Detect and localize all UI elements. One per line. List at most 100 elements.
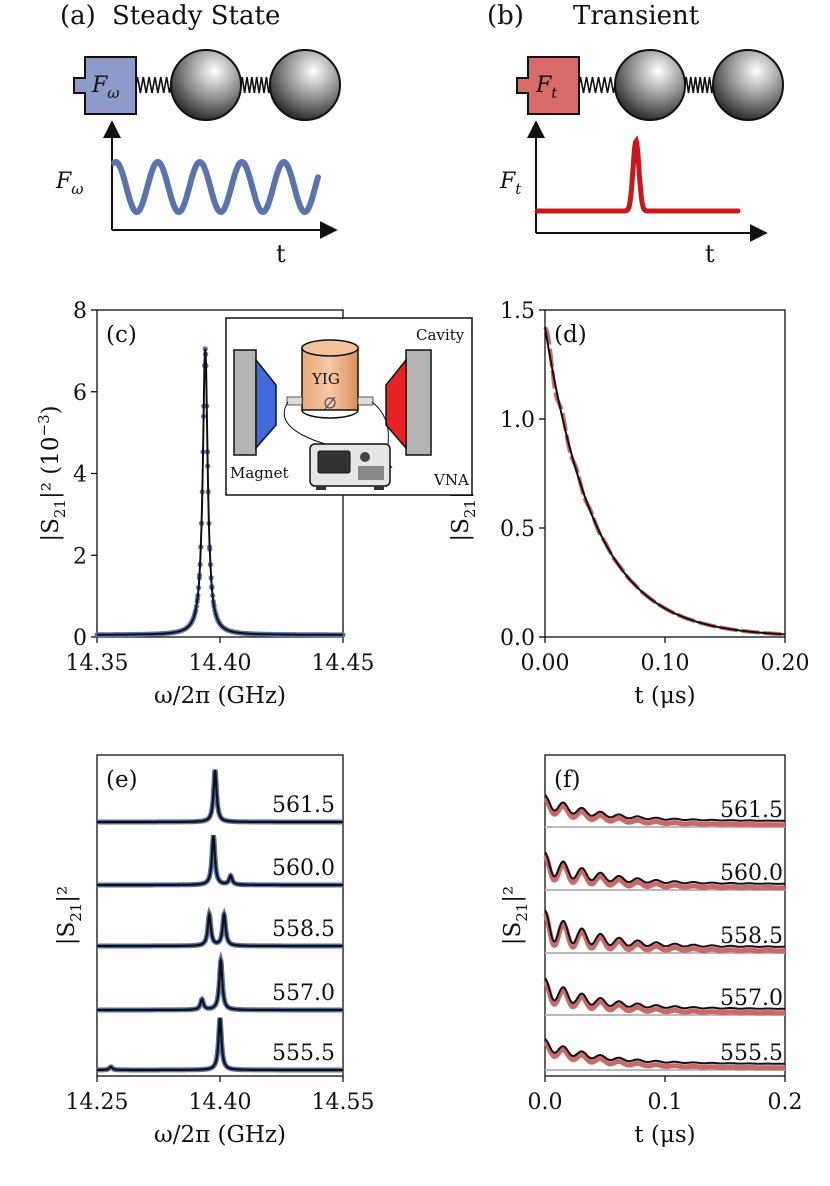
trace-label: 555.5 xyxy=(272,1041,335,1066)
y-axis-label: |S21|² xyxy=(54,886,85,946)
inset-cavity-label: Cavity xyxy=(416,326,465,344)
magnet-right xyxy=(405,349,432,456)
fit-line xyxy=(544,1038,785,1065)
axis-b-time-label: t xyxy=(705,240,715,268)
trace-group: 561.5 xyxy=(97,769,343,825)
fit-line xyxy=(544,794,785,822)
chart-c: 14.35 14.40 14.45 0 2 4 6 8 ω/2π (GHz) |S21|² (10… xyxy=(35,299,374,709)
x-tick-label: 0.00 xyxy=(521,651,570,676)
chart-e: 14.25 14.40 14.55 ω/2π (GHz) |S21|² (e) 561.5 5… xyxy=(54,754,375,1148)
sine-wave xyxy=(111,158,321,216)
driver-a-force: Fω xyxy=(91,73,120,102)
mass-b2 xyxy=(712,49,784,121)
y-tick-label: 6 xyxy=(73,381,87,406)
y-tick-label: 2 xyxy=(73,544,87,569)
data-trace xyxy=(543,911,785,954)
y-axis-label: |S21|² (10−3) xyxy=(35,405,69,541)
y-tick-label: 1.5 xyxy=(500,299,535,324)
axis-b-force-label: Ft xyxy=(499,169,522,198)
data-trace xyxy=(543,853,786,891)
plot-frame xyxy=(544,309,786,638)
y-tick-label: 4 xyxy=(73,463,87,488)
chart-d: 0.000.100.200.00.51.01.5t (μs)|S21|² (10… xyxy=(445,299,809,709)
x-axis-label: t (μs) xyxy=(634,683,695,709)
x-tick-label: 0.10 xyxy=(641,651,690,676)
y-tick-label: 0 xyxy=(73,626,87,651)
trace-group: 557.0 xyxy=(543,977,785,1016)
data-trace xyxy=(543,326,786,637)
vna-screen xyxy=(317,450,351,474)
vna-knob xyxy=(360,452,370,462)
fit-line xyxy=(544,909,785,948)
trace-group: 558.5 xyxy=(97,906,343,949)
mass-a2 xyxy=(269,49,341,121)
fit-line xyxy=(97,956,343,1012)
panel-a: (a) Steady State Fω Fω t xyxy=(55,1,341,268)
axis-a-force-label: Fω xyxy=(55,169,84,198)
panel-a-label: (a) xyxy=(60,1,96,31)
data-trace xyxy=(543,1040,785,1071)
trace-label: 558.5 xyxy=(272,917,335,942)
antenna-right xyxy=(357,396,374,406)
fit-line xyxy=(97,910,343,948)
cavity-body xyxy=(301,347,359,411)
x-tick-label: 0.1 xyxy=(648,1090,683,1115)
x-tick-label: 14.55 xyxy=(312,1090,375,1115)
antenna-left xyxy=(286,396,303,406)
x-tick-label: 0.2 xyxy=(768,1090,803,1115)
y-tick-label: 8 xyxy=(73,299,87,324)
yig-slash xyxy=(324,396,336,410)
spring-a2 xyxy=(240,76,271,94)
x-tick-label: 0.0 xyxy=(528,1090,563,1115)
trace-label: 558.5 xyxy=(720,924,783,949)
pole-left xyxy=(255,357,277,451)
x-tick-label: 14.40 xyxy=(189,1090,252,1115)
trace-label: 557.0 xyxy=(720,986,783,1011)
fit-line xyxy=(97,769,343,824)
panel-label: (f) xyxy=(554,767,580,793)
panel-label: (e) xyxy=(106,767,138,793)
driver-block-b xyxy=(516,56,580,115)
driver-b-force: Ft xyxy=(535,73,558,102)
pulse-curve xyxy=(534,135,741,214)
panel-b-label: (b) xyxy=(487,1,524,31)
panel-b: (b) Transient Ft Ft t xyxy=(487,1,784,268)
panel-b-title: Transient xyxy=(573,1,700,31)
x-tick-label: 14.35 xyxy=(66,651,129,676)
x-tick-label: 14.45 xyxy=(312,651,375,676)
trace-group: 561.5 xyxy=(543,794,785,828)
magnet-left xyxy=(233,349,257,456)
y-tick-label: 0.0 xyxy=(500,626,535,651)
x-axis-label: t (μs) xyxy=(634,1122,695,1148)
y-tick-label: 1.0 xyxy=(500,408,535,433)
trace-label: 560.0 xyxy=(720,861,783,886)
driver-block-a xyxy=(73,56,137,115)
inset-yig-label: YIG xyxy=(311,370,340,388)
vna-foot-right xyxy=(374,486,384,490)
data-trace xyxy=(543,979,785,1016)
x-tick-label: 14.40 xyxy=(189,651,252,676)
mass-a1 xyxy=(170,49,242,121)
spring-a1 xyxy=(135,76,172,94)
fit-line xyxy=(544,851,785,885)
trace-label: 557.0 xyxy=(272,981,335,1006)
trace-label: 561.5 xyxy=(720,798,783,823)
axis-a-time-label: t xyxy=(276,240,286,268)
spring-b1 xyxy=(578,76,616,94)
trace-label: 561.5 xyxy=(272,793,335,818)
fit-line xyxy=(544,327,786,636)
trace-group: 560.0 xyxy=(97,834,343,888)
vna-foot-left xyxy=(316,486,326,490)
trace-group: 558.5 xyxy=(543,909,785,954)
panel-label: (d) xyxy=(554,322,587,348)
fit-line xyxy=(97,835,343,887)
data-trace xyxy=(543,796,785,828)
pole-right xyxy=(385,357,407,451)
x-axis-label: ω/2π (GHz) xyxy=(154,683,286,709)
trace-group: 560.0 xyxy=(543,851,786,891)
panel-label: (c) xyxy=(106,322,137,348)
yig-sphere xyxy=(324,397,336,409)
y-axis-label: |S21|² xyxy=(500,886,531,946)
mass-b1 xyxy=(614,49,686,121)
